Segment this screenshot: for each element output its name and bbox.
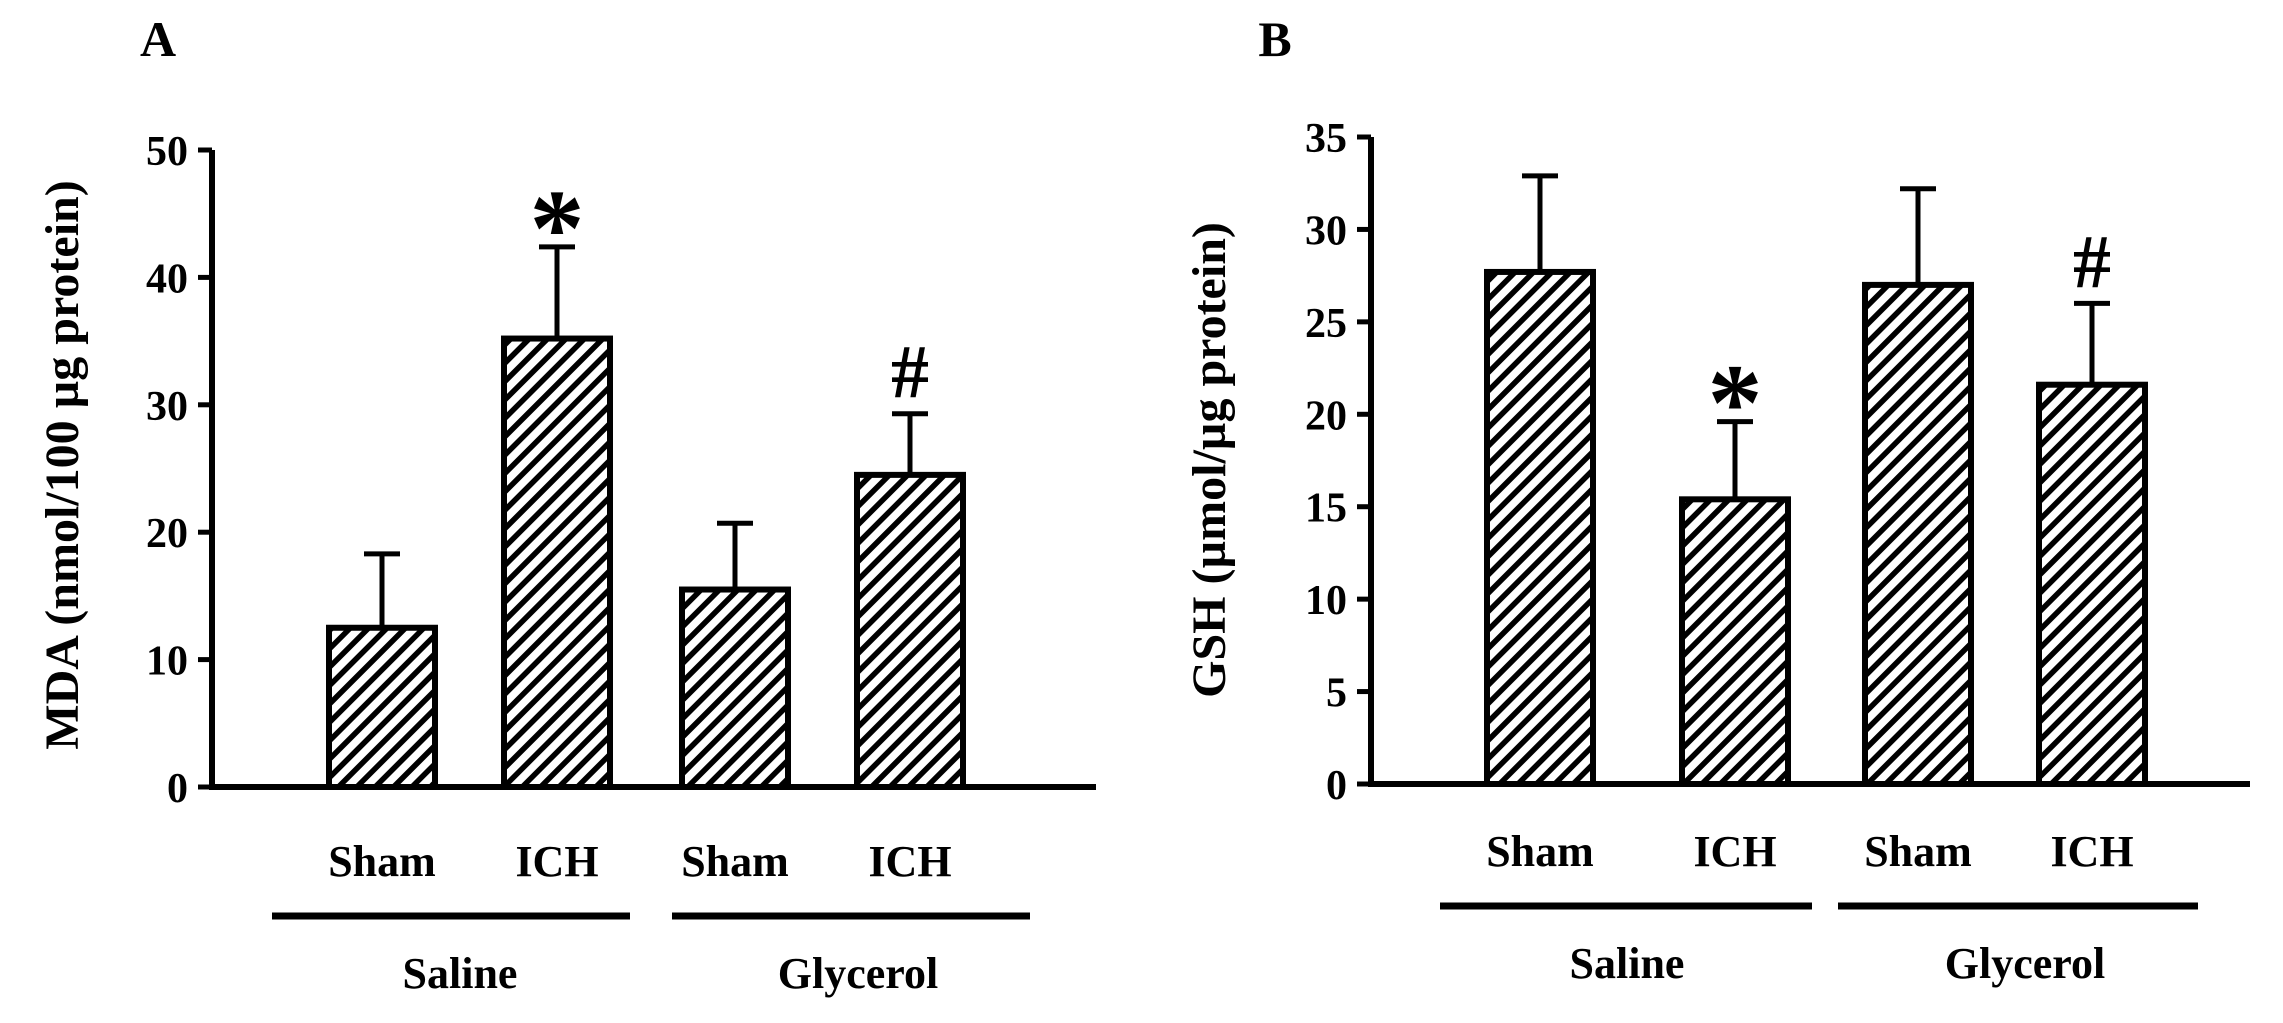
y-axis-label-a: MDA (nmol/100 µg protein) [36, 180, 89, 749]
significance-asterisk: * [1708, 342, 1763, 464]
x-category-labels-a: Sham ICH Sham ICH [328, 837, 951, 886]
y-tick-label: 30 [146, 384, 188, 430]
y-tick-label: 50 [146, 129, 188, 175]
y-tick-label: 30 [1305, 208, 1347, 254]
y-tick-label: 20 [1305, 393, 1347, 439]
bar [1862, 281, 1974, 787]
bar [1679, 496, 1791, 787]
x-tick-label: Sham [1486, 827, 1594, 876]
x-tick-label: ICH [515, 837, 598, 886]
y-tick-label: 20 [146, 511, 188, 557]
y-tick-label: 10 [1305, 578, 1347, 624]
y-tick-label: 0 [1326, 763, 1347, 809]
panel-label-b: B [1258, 11, 1291, 67]
group-brackets-b: Saline Glycerol [1440, 902, 2198, 988]
y-tick-label: 15 [1305, 486, 1347, 532]
y-tick-label: 5 [1326, 671, 1347, 717]
significance-hash: # [2073, 220, 2111, 304]
y-axis-label-b: GSH (µmol/µg protein) [1183, 222, 1236, 698]
bar [326, 624, 438, 790]
group-label-saline-a: Saline [403, 949, 518, 998]
y-tick-label: 25 [1305, 301, 1347, 347]
x-tick-label: ICH [1693, 827, 1776, 876]
group-brackets-a: Saline Glycerol [272, 912, 1030, 998]
y-tick-label: 0 [167, 766, 188, 812]
bar [2036, 381, 2148, 787]
significance-hash: # [891, 331, 929, 415]
plot-area-a: 0 10 20 30 40 50 * # [146, 129, 966, 812]
bar [501, 335, 613, 790]
x-tick-label: Sham [328, 837, 436, 886]
bar [1484, 268, 1596, 787]
chart-panel-a: A MDA (nmol/100 µg protein) 0 10 20 30 40 50 *… [36, 11, 1096, 998]
y-tick-label: 10 [146, 639, 188, 685]
bar [679, 586, 791, 791]
plot-area-b: 0 5 10 15 20 25 30 35 * # [1305, 116, 2148, 809]
x-category-labels-b: Sham ICH Sham ICH [1486, 827, 2133, 876]
y-tick-label: 40 [146, 256, 188, 302]
group-label-glycerol-b: Glycerol [1945, 939, 2105, 988]
x-tick-label: ICH [868, 837, 951, 886]
significance-asterisk: * [530, 167, 585, 289]
y-tick-label: 35 [1305, 116, 1347, 162]
x-tick-label: ICH [2050, 827, 2133, 876]
bar [854, 471, 966, 790]
x-tick-label: Sham [681, 837, 789, 886]
chart-panel-b: B GSH (µmol/µg protein) 0 5 10 15 20 25 30 35 * #… [1183, 11, 2250, 988]
x-tick-label: Sham [1864, 827, 1972, 876]
panel-label-a: A [140, 11, 176, 67]
group-label-saline-b: Saline [1570, 939, 1685, 988]
group-label-glycerol-a: Glycerol [778, 949, 938, 998]
